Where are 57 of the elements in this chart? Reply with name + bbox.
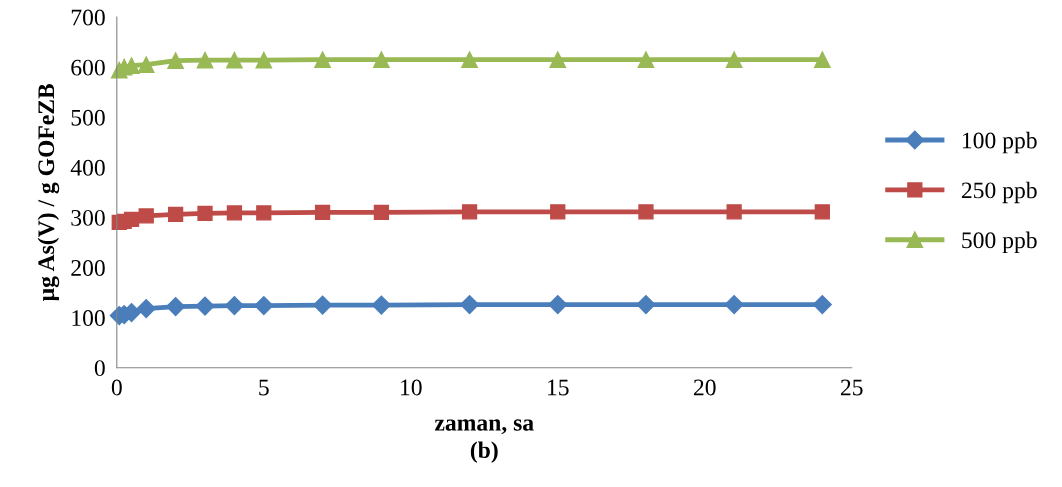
y-tick-label: 600 <box>71 59 105 76</box>
point <box>726 204 742 220</box>
point <box>314 51 331 68</box>
point <box>373 204 390 221</box>
point <box>550 204 566 220</box>
point <box>814 204 830 220</box>
y-axis-title: µg As(V) / g GOFeZB <box>37 83 60 302</box>
point <box>314 204 331 221</box>
y-tick-label: 400 <box>70 159 105 176</box>
point <box>373 51 390 68</box>
legend-label: 250 ppb <box>961 181 1037 204</box>
point <box>371 295 391 315</box>
point <box>461 204 478 220</box>
x-tick-label: 15 <box>548 379 569 396</box>
point <box>196 51 214 69</box>
point <box>548 295 568 315</box>
x-tick-label: 0 <box>111 379 122 396</box>
point <box>636 295 656 315</box>
point <box>812 295 832 315</box>
point <box>226 51 243 69</box>
point <box>256 205 272 221</box>
point <box>549 51 567 68</box>
point <box>197 205 213 222</box>
point <box>224 296 244 316</box>
point <box>461 51 478 68</box>
point <box>637 51 655 68</box>
point <box>166 297 186 317</box>
y-tick-label: 700 <box>71 9 105 26</box>
point <box>725 51 743 68</box>
point <box>136 299 156 319</box>
y-tick-label: 0 <box>94 360 105 377</box>
x-tick-label: 5 <box>259 379 269 396</box>
point <box>123 211 140 228</box>
y-tick-label: 500 <box>71 109 105 126</box>
point <box>813 51 831 68</box>
point <box>254 296 274 316</box>
legend-label: 100 ppb <box>962 131 1037 154</box>
y-tick-label: 100 <box>72 310 105 327</box>
point <box>460 295 480 315</box>
point <box>167 52 184 69</box>
x-tick-label: 20 <box>693 379 716 396</box>
x-axis-title: zaman, sa <box>434 419 534 435</box>
point <box>313 295 333 315</box>
point <box>724 295 744 315</box>
point <box>138 208 154 224</box>
point <box>167 206 184 223</box>
point <box>195 296 215 316</box>
x-tick-label: 10 <box>401 379 422 396</box>
point <box>226 205 243 221</box>
y-tick-label: 300 <box>71 209 105 226</box>
legend-label: 500 ppb <box>962 231 1037 254</box>
text: (b) <box>470 441 498 463</box>
y-tick-label: 200 <box>71 259 105 276</box>
point <box>255 51 273 69</box>
point <box>638 204 654 220</box>
point <box>137 56 155 73</box>
x-tick-label: 25 <box>840 379 863 396</box>
